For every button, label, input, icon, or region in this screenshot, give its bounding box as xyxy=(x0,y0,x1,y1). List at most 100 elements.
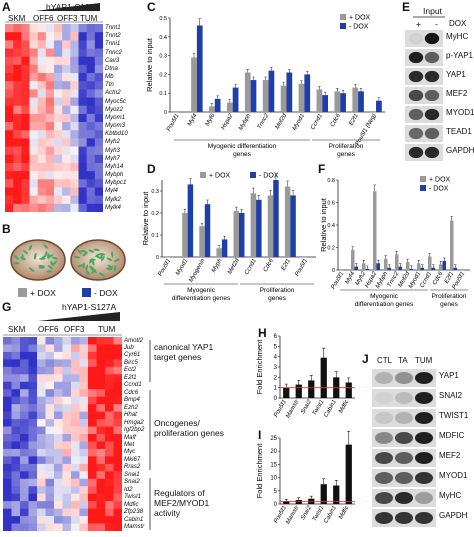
heat-cell xyxy=(80,464,89,472)
heat-cell xyxy=(37,449,46,457)
heat-cell xyxy=(20,344,29,352)
heat-cell xyxy=(95,114,103,122)
heat-cell xyxy=(20,389,29,397)
heat-cell xyxy=(21,40,29,48)
heat-cell xyxy=(46,32,54,40)
y-axis-label: Relative to input xyxy=(141,191,150,246)
heat-cell xyxy=(46,49,54,57)
heat-cell xyxy=(54,73,62,81)
heat-cell xyxy=(13,138,21,146)
heat-cell xyxy=(38,163,46,171)
heat-cell xyxy=(62,32,70,40)
heat-cell xyxy=(30,57,38,65)
heat-cell xyxy=(20,397,29,405)
heat-cell xyxy=(46,106,54,114)
heat-cell xyxy=(54,98,62,106)
y-axis-label: Fold Enrichment xyxy=(255,443,264,499)
blot-band xyxy=(409,33,423,44)
heat-cell xyxy=(54,130,62,138)
heat-cell xyxy=(63,337,72,345)
heat-cell xyxy=(71,441,80,449)
heat-cell xyxy=(21,179,29,187)
heat-cell xyxy=(87,73,95,81)
heat-cell xyxy=(54,89,62,97)
heat-cell xyxy=(71,412,80,420)
heat-cell xyxy=(37,434,46,442)
heat-cell xyxy=(79,24,87,32)
heat-cell xyxy=(54,114,62,122)
heat-cell xyxy=(38,57,46,65)
heat-cell xyxy=(13,163,21,171)
blot-label: MEF2 xyxy=(439,451,460,460)
heat-cell xyxy=(38,196,46,204)
heat-cell xyxy=(12,427,21,435)
heat-cell xyxy=(29,367,38,375)
heat-cell xyxy=(62,196,70,204)
blot-row xyxy=(405,125,443,142)
heat-cell xyxy=(54,147,62,155)
heat-cell xyxy=(97,501,106,509)
heat-cell xyxy=(63,524,72,531)
heat-cell xyxy=(46,359,55,367)
heat-cell xyxy=(46,471,55,479)
heat-cell xyxy=(12,434,21,442)
heat-cell xyxy=(54,163,62,171)
heat-cell xyxy=(95,65,103,73)
heat-cell xyxy=(54,509,63,517)
heat-cell xyxy=(54,155,62,163)
blot-label: MDFIC xyxy=(439,431,464,440)
heat-cell xyxy=(3,516,12,524)
heat-cell xyxy=(80,427,89,435)
heat-cell xyxy=(54,204,62,212)
blot-band xyxy=(415,372,433,384)
heat-cell xyxy=(80,397,89,405)
gene-label: Hhat xyxy=(124,412,137,418)
blot-band xyxy=(425,90,439,101)
bar xyxy=(346,445,352,504)
heat-cell xyxy=(13,187,21,195)
heat-cell xyxy=(62,81,70,89)
heat-cell xyxy=(70,49,78,57)
heat-cell xyxy=(114,374,123,382)
heat-cell xyxy=(62,163,70,171)
bar xyxy=(285,187,290,257)
heat-cell xyxy=(21,187,29,195)
heat-cell xyxy=(79,32,87,40)
heat-cell xyxy=(37,494,46,502)
heat-cell xyxy=(20,374,29,382)
legend-minus-dox: - DOX xyxy=(94,288,118,298)
heat-cell xyxy=(62,138,70,146)
bar xyxy=(340,93,346,112)
gene-label: Mylk2 xyxy=(105,197,121,203)
heat-cell xyxy=(46,163,54,171)
heat-cell xyxy=(12,397,21,405)
heat-cell xyxy=(13,171,21,179)
heat-cell xyxy=(20,524,29,531)
heat-cell xyxy=(3,464,12,472)
heat-cell xyxy=(37,412,46,420)
heat-cell xyxy=(54,427,63,435)
heat-cell xyxy=(54,479,63,487)
heat-cell xyxy=(80,524,89,531)
heat-cell xyxy=(63,464,72,472)
heat-cell xyxy=(71,524,80,531)
heat-cell xyxy=(20,412,29,420)
blot-band xyxy=(375,452,393,464)
heat-cell xyxy=(105,404,114,412)
group-label: Proliferation xyxy=(329,143,364,150)
bar xyxy=(351,250,355,270)
heat-cell xyxy=(88,471,97,479)
gene-label: Hmga2 xyxy=(124,420,144,426)
group-label: Myogenic xyxy=(187,287,216,294)
bar xyxy=(205,204,210,257)
gene-label: Mamstr xyxy=(124,524,144,530)
heat-cell xyxy=(30,130,38,138)
heat-cell xyxy=(114,397,123,405)
group-label: Myogenic xyxy=(370,293,399,300)
y-tick-label: 0.2 xyxy=(327,246,335,252)
heat-cell xyxy=(29,344,38,352)
heat-cell xyxy=(54,419,63,427)
bar xyxy=(251,80,257,112)
heat-cell xyxy=(54,359,63,367)
